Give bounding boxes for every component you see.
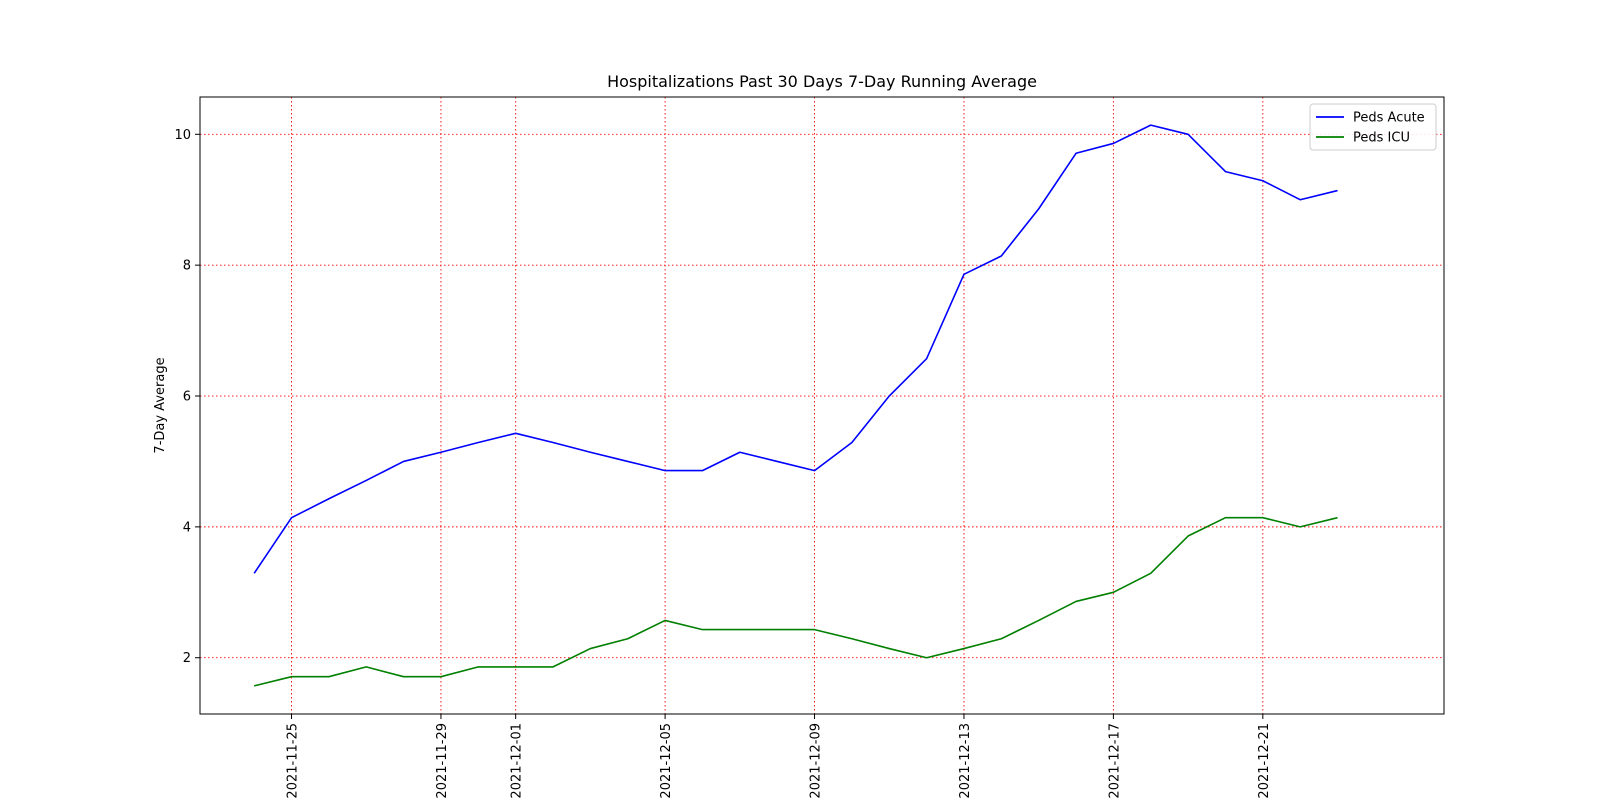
x-tick-label: 2021-12-17 [1107,723,1122,799]
plot-frame [199,96,1445,715]
x-tick-label: 2021-11-29 [435,723,450,799]
chart-title: Hospitalizations Past 30 Days 7-Day Runn… [607,72,1037,91]
x-tick-label: 2021-11-25 [286,723,301,799]
x-tick-label: 2021-12-13 [958,723,973,799]
legend-label: Peds Acute [1353,111,1425,126]
grid-lines [200,97,1444,714]
series-line-peds-icu [253,516,1338,687]
axis-ticks: 2 4 6 8 10 2021-11-25 2021-11-29 2021-12-01 2021… [174,128,1271,799]
series-lines [253,124,1338,687]
y-axis-label: 7-Day Average [153,357,168,453]
x-tick-label: 2021-12-05 [659,723,674,799]
y-tick-label: 4 [183,520,191,535]
legend: Peds Acute Peds ICU [1309,103,1437,151]
y-tick-label: 8 [183,259,191,274]
y-tick-label: 6 [183,390,191,405]
x-tick-label: 2021-12-01 [510,723,525,799]
y-tick-label: 2 [183,651,191,666]
y-tick-label: 10 [174,128,191,143]
x-tick-label: 2021-12-21 [1257,723,1272,799]
series-line-peds-acute [253,124,1338,574]
x-tick-label: 2021-12-09 [809,723,824,799]
legend-box [1309,103,1437,151]
legend-label: Peds ICU [1353,131,1410,146]
